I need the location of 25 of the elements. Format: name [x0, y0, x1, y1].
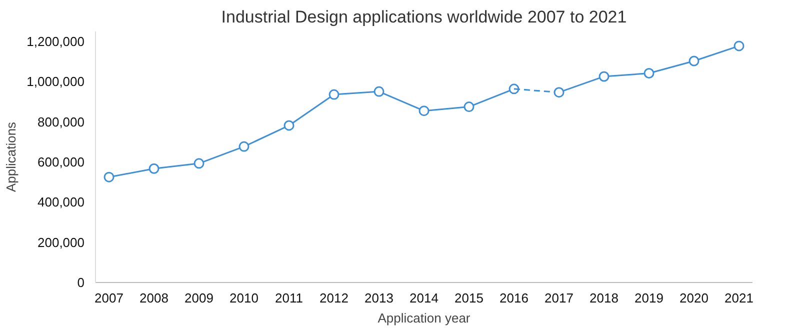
- y-tick-label: 400,000: [38, 194, 85, 210]
- x-tick-label: 2008: [140, 290, 168, 306]
- x-tick-label: 2017: [544, 290, 574, 306]
- x-tick-label: 2009: [184, 290, 214, 306]
- y-tick-label: 1,000,000: [26, 74, 85, 90]
- x-tick-label: 2019: [634, 290, 664, 306]
- x-tick-label: 2010: [230, 290, 258, 306]
- x-tick-label: 2011: [275, 290, 303, 306]
- x-tick-label: 2013: [364, 290, 394, 306]
- x-tick-label: 2015: [454, 290, 484, 306]
- y-axis-title: Applications: [4, 121, 19, 192]
- x-axis-title: Application year: [378, 310, 471, 326]
- y-tick-label: 600,000: [38, 154, 85, 170]
- x-tick-label: 2016: [500, 290, 528, 306]
- x-tick-label: 2020: [680, 290, 708, 306]
- x-tick-label: 2014: [410, 290, 438, 306]
- y-tick-label: 1,200,000: [26, 34, 85, 50]
- y-tick-label: 200,000: [38, 234, 85, 250]
- x-tick-label: 2012: [320, 290, 348, 306]
- x-tick-label: 2021: [724, 290, 754, 306]
- x-tick-label: 2018: [590, 290, 618, 306]
- chart-title: Industrial Design applications worldwide 2007 to 2021: [221, 8, 627, 26]
- y-tick-label: 0: [77, 275, 85, 290]
- y-tick-label: 800,000: [38, 114, 85, 130]
- x-tick-label: 2007: [94, 290, 124, 306]
